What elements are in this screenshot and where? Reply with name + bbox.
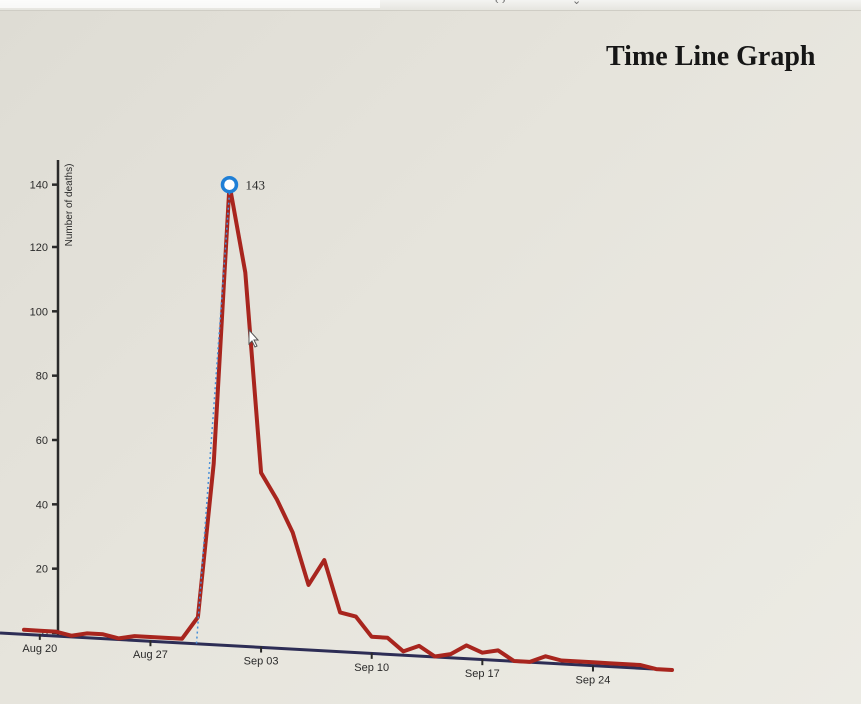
x-tick-label: Sep 10: [354, 662, 389, 674]
series-group: [22, 182, 674, 672]
y-axis-title: Number of deaths): [64, 164, 75, 247]
x-tick-label: Aug 20: [22, 643, 57, 655]
chart-title: Time Line Graph: [606, 41, 816, 72]
y-tick-label: 140: [30, 180, 48, 192]
browser-toolbar: ‹ › ⌄: [0, 0, 861, 11]
y-tick-label: 80: [36, 371, 48, 383]
nav-arrows-icon[interactable]: ‹ ›: [495, 0, 506, 7]
x-axis-line: [0, 631, 673, 672]
x-tick-label: Sep 17: [465, 668, 500, 680]
x-tick-label: Sep 24: [576, 674, 611, 686]
mouse-cursor-icon: [248, 328, 260, 348]
highlight-marker: [220, 175, 239, 194]
highlight-value-label: 143: [245, 178, 265, 193]
y-tick-label: 20: [36, 564, 48, 576]
y-tick-label: 40: [36, 499, 48, 511]
y-axis: 020406080100120140Number of deaths): [30, 160, 75, 640]
y-tick-label: 120: [30, 242, 48, 254]
x-axis: Aug 20 Aug 27 Sep 03 Sep 10 Sep 17 Sep 24: [0, 631, 673, 686]
browser-tab[interactable]: [0, 0, 380, 8]
x-tick-label: Sep 03: [244, 656, 279, 668]
options-chevron-icon[interactable]: ⌄: [572, 0, 582, 7]
y-tick-label: 100: [30, 306, 48, 318]
hover-guide-line: [195, 192, 231, 645]
hover-overlay: 143: [195, 175, 265, 645]
series-line: [22, 182, 674, 672]
x-tick-label: Aug 27: [133, 649, 168, 661]
y-tick-label: 60: [36, 435, 48, 447]
